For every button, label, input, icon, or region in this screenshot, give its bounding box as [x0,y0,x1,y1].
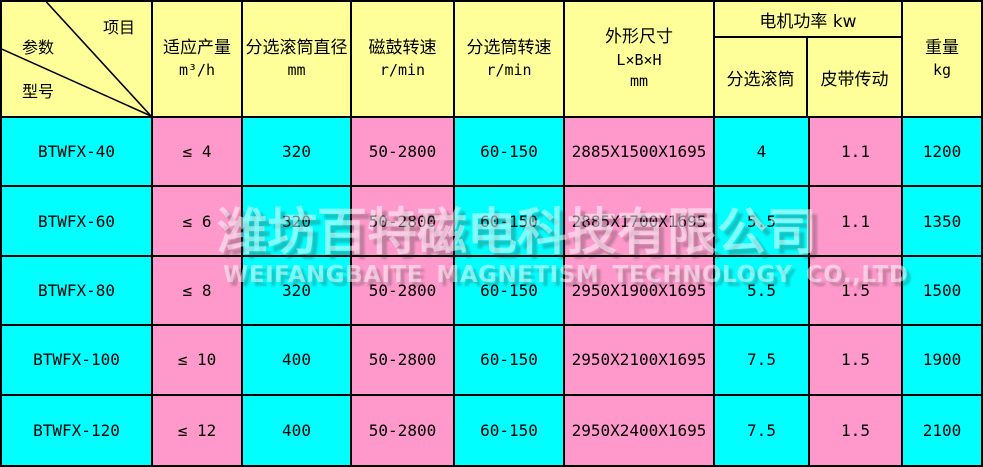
cell-power-drum: 7.5 [715,395,810,465]
header-motor-power-belt: 皮带传动 [820,69,889,90]
cell-model: BTWFX-40 [2,118,153,188]
cell-power-drum: 4 [715,118,810,188]
header-corner-item-label: 项目 [102,18,135,37]
cell-magnetic-drum-speed: 50-2800 [352,256,455,327]
cell-capacity: ≤ 8 [153,256,243,327]
cell-dimensions: 2950X1900X1695 [565,256,715,327]
cell-sorting-drum-speed: 60-150 [455,395,565,465]
cell-power-belt: 1.5 [810,395,903,465]
cell-capacity: ≤ 10 [153,326,243,396]
cell-model: BTWFX-120 [2,395,153,465]
cell-sorting-drum-speed: 60-150 [455,326,565,396]
header-motor-power-subrow: 分选滚筒 皮带传动 [715,38,901,116]
cell-drum-diameter: 320 [243,256,352,327]
cell-capacity: ≤ 4 [153,118,243,188]
header-motor-power-drum: 分选滚筒 [715,38,808,116]
cell-weight: 2100 [903,395,981,465]
header-weight: 重量 kg [903,2,981,118]
header-magnetic-drum-speed-label: 磁鼓转速 [368,37,437,58]
header-capacity-unit: m³/h [178,61,216,80]
header-motor-power-title: 电机功率 kw [715,2,901,38]
cell-sorting-drum-speed: 60-150 [455,118,565,188]
cell-weight: 1350 [903,187,981,257]
header-dimensions-formula: L×B×H [616,50,662,69]
header-dimensions: 外形尺寸 L×B×H mm [565,2,715,118]
header-sorting-drum-speed-label: 分选筒转速 [466,37,552,58]
header-capacity: 适应产量 m³/h [153,2,243,118]
header-corner-model-label: 型号 [22,82,55,101]
cell-drum-diameter: 320 [243,118,352,188]
cell-dimensions: 2885X1700X1695 [565,187,715,257]
cell-power-belt: 1.5 [810,326,903,396]
header-drum-diameter-unit: mm [287,61,306,80]
header-dimensions-unit: mm [629,72,649,91]
cell-drum-diameter: 320 [243,187,352,257]
header-dimensions-label: 外形尺寸 [605,26,673,47]
cell-dimensions: 2885X1500X1695 [565,118,715,188]
cell-power-drum: 5.5 [715,187,810,257]
diagonal-lines [2,2,151,116]
cell-sorting-drum-speed: 60-150 [455,187,565,257]
cell-magnetic-drum-speed: 50-2800 [352,395,455,465]
cell-weight: 1200 [903,118,981,188]
cell-power-belt: 1.1 [810,118,903,188]
header-drum-diameter-label: 分选滚筒直径 [245,37,348,58]
cell-capacity: ≤ 6 [153,187,243,257]
cell-weight: 1900 [903,326,981,396]
cell-dimensions: 2950X2100X1695 [565,326,715,396]
header-magnetic-drum-speed-unit: r/min [379,61,426,80]
cell-power-belt: 1.1 [810,187,903,257]
cell-magnetic-drum-speed: 50-2800 [352,187,455,257]
cell-capacity: ≤ 12 [153,395,243,465]
cell-power-drum: 7.5 [715,326,810,396]
cell-dimensions: 2950X2400X1695 [565,395,715,465]
header-magnetic-drum-speed: 磁鼓转速 r/min [352,2,455,118]
header-drum-diameter: 分选滚筒直径 mm [243,2,352,118]
cell-model: BTWFX-80 [2,256,153,327]
cell-power-drum: 5.5 [715,256,810,327]
header-sorting-drum-speed-unit: r/min [486,61,532,80]
header-weight-label: 重量 [925,37,959,58]
header-corner-param-label: 参数 [22,38,55,57]
cell-drum-diameter: 400 [243,395,352,465]
cell-model: BTWFX-60 [2,187,153,257]
header-capacity-label: 适应产量 [163,37,231,58]
cell-weight: 1500 [903,256,981,327]
header-weight-unit: kg [932,61,952,80]
cell-model: BTWFX-100 [2,326,153,396]
cell-sorting-drum-speed: 60-150 [455,256,565,327]
cell-drum-diameter: 400 [243,326,352,396]
cell-magnetic-drum-speed: 50-2800 [352,326,455,396]
header-sorting-drum-speed: 分选筒转速 r/min [455,2,565,118]
header-corner-diagonal-cell: 项目 参数 型号 [2,2,153,118]
cell-power-belt: 1.5 [810,256,903,327]
header-motor-power-group: 电机功率 kw 分选滚筒 皮带传动 [715,2,903,118]
cell-magnetic-drum-speed: 50-2800 [352,118,455,188]
